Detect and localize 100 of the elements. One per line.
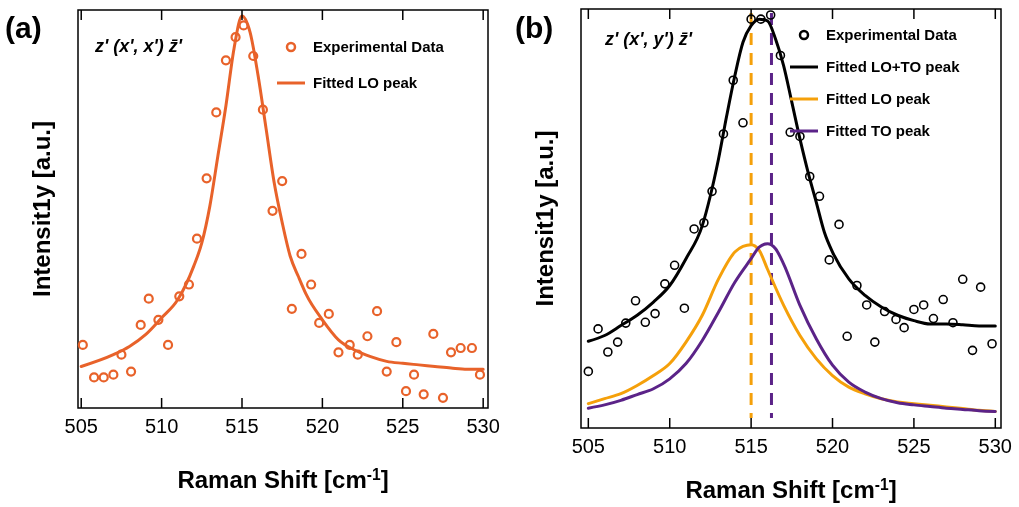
point bbox=[804, 171, 815, 182]
point bbox=[116, 349, 127, 360]
point bbox=[775, 50, 786, 61]
x-tick-label: 520 bbox=[305, 415, 340, 437]
point bbox=[975, 282, 986, 292]
legend-label: Experimental Data bbox=[826, 26, 958, 43]
legend-label: Fitted TO peak bbox=[826, 122, 931, 139]
legend-label: Experimental Data bbox=[313, 38, 445, 55]
x-tick-label: 505 bbox=[64, 415, 98, 437]
legend-label: Fitted LO peak bbox=[826, 90, 931, 107]
x-tick-label: 515 bbox=[734, 435, 768, 457]
point bbox=[191, 233, 203, 244]
point bbox=[88, 372, 100, 383]
point bbox=[183, 279, 195, 290]
point bbox=[400, 386, 412, 397]
chart-title: (a) bbox=[5, 11, 42, 44]
point bbox=[135, 319, 146, 330]
point bbox=[162, 339, 174, 350]
point bbox=[381, 366, 392, 377]
point bbox=[333, 347, 344, 358]
point bbox=[870, 337, 880, 347]
point bbox=[756, 14, 766, 24]
y-axis-title: Intensit1y [a.u.] bbox=[28, 120, 55, 298]
point bbox=[428, 328, 439, 340]
point bbox=[852, 280, 862, 291]
point bbox=[352, 349, 363, 360]
point bbox=[879, 306, 890, 317]
point bbox=[957, 274, 968, 285]
point bbox=[362, 331, 373, 342]
point bbox=[296, 248, 307, 260]
point bbox=[230, 32, 241, 43]
x-tick-label: 530 bbox=[978, 435, 1012, 457]
point bbox=[728, 75, 739, 86]
point bbox=[699, 217, 709, 228]
point bbox=[718, 129, 729, 139]
point bbox=[248, 50, 259, 62]
point bbox=[125, 366, 137, 377]
point bbox=[437, 392, 449, 403]
point bbox=[765, 10, 776, 20]
chart-title: (b) bbox=[515, 11, 554, 44]
point bbox=[201, 173, 212, 184]
point bbox=[408, 369, 420, 380]
point bbox=[257, 104, 268, 115]
point bbox=[314, 317, 325, 329]
x-tick-label: 510 bbox=[144, 415, 179, 437]
point bbox=[286, 303, 297, 314]
point bbox=[650, 308, 660, 319]
point bbox=[603, 347, 613, 357]
point bbox=[445, 347, 457, 358]
annotation: z' (x', y') z̄' bbox=[604, 29, 693, 49]
y-axis-title: Intensit1y [a.u.] bbox=[531, 130, 558, 307]
point bbox=[77, 339, 88, 350]
point bbox=[861, 300, 872, 310]
point bbox=[679, 303, 690, 314]
x-tick-label: 530 bbox=[466, 415, 500, 437]
point bbox=[967, 345, 978, 356]
point bbox=[98, 372, 109, 383]
x-tick-label: 525 bbox=[386, 415, 420, 437]
point bbox=[746, 14, 756, 24]
point bbox=[238, 20, 249, 31]
point bbox=[738, 117, 748, 128]
x-tick-label: 520 bbox=[815, 435, 850, 457]
x-axis-title: Raman Shift [cm$^{-1}$] bbox=[177, 465, 389, 493]
point bbox=[640, 317, 651, 328]
point bbox=[928, 313, 939, 324]
point bbox=[466, 342, 478, 354]
point bbox=[918, 300, 929, 310]
point bbox=[987, 338, 997, 349]
point bbox=[174, 291, 185, 302]
point bbox=[891, 314, 901, 325]
point bbox=[323, 308, 334, 320]
point bbox=[153, 314, 164, 325]
point bbox=[474, 369, 486, 380]
point bbox=[620, 318, 631, 328]
point bbox=[842, 331, 852, 342]
point bbox=[277, 175, 288, 187]
point bbox=[108, 369, 119, 380]
point bbox=[612, 337, 623, 347]
x-tick-label: 505 bbox=[571, 435, 606, 457]
point bbox=[306, 279, 317, 290]
annotation: z' (x', x') z̄' bbox=[94, 36, 183, 56]
point bbox=[948, 317, 958, 328]
point bbox=[344, 339, 355, 350]
legend-label: Fitted LO+TO peak bbox=[826, 58, 961, 75]
x-tick-label: 525 bbox=[897, 435, 931, 457]
point bbox=[371, 306, 383, 317]
x-tick-label: 515 bbox=[225, 415, 259, 437]
point bbox=[938, 294, 949, 305]
point bbox=[707, 186, 717, 197]
point bbox=[689, 224, 699, 234]
point bbox=[669, 260, 680, 271]
point bbox=[834, 219, 844, 230]
point bbox=[391, 337, 402, 348]
point bbox=[583, 366, 594, 377]
x-axis-title: Raman Shift [cm$^{-1}$] bbox=[685, 475, 897, 503]
point bbox=[593, 324, 603, 334]
point bbox=[785, 127, 795, 138]
point bbox=[795, 131, 805, 142]
point bbox=[220, 55, 232, 66]
point bbox=[418, 389, 429, 400]
